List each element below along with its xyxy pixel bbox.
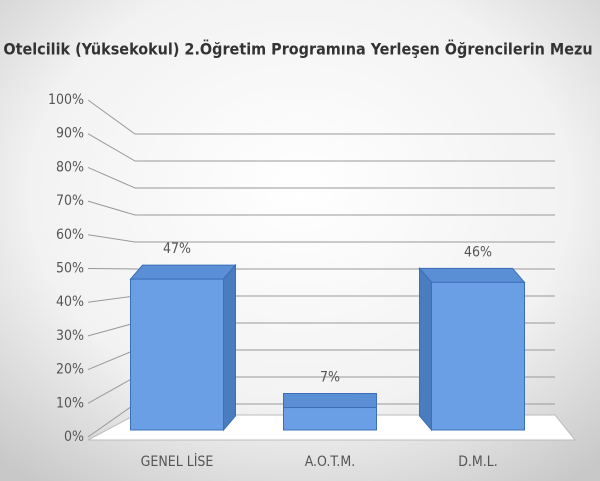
bar-top (283, 393, 377, 409)
bar-side (419, 266, 432, 432)
y-tick-label: 10% (56, 395, 84, 411)
y-tick-label: 60% (56, 227, 84, 243)
x-tick-label: GENEL LİSE (141, 452, 214, 470)
grid-line (87, 200, 555, 216)
chart-title: Otelcilik (Yüksekokul) 2.Öğretim Program… (3, 40, 592, 59)
grid-line (87, 99, 555, 135)
y-tick-label: 30% (56, 328, 84, 344)
y-tick-label: 0% (64, 429, 84, 445)
bar (129, 263, 237, 432)
grid-line (87, 133, 555, 162)
bar (283, 393, 377, 431)
bar-front (431, 281, 525, 431)
bar-front (283, 407, 377, 431)
value-label: 7% (320, 370, 340, 386)
y-tick-label: 80% (56, 159, 84, 175)
bar-front (130, 278, 224, 431)
y-tick-label: 50% (56, 261, 84, 277)
grid-line (87, 234, 555, 243)
y-tick-label: 40% (56, 294, 84, 310)
bar-side (223, 263, 236, 432)
y-tick-label: 20% (56, 362, 84, 378)
grid-line (87, 268, 555, 270)
bar (418, 266, 526, 432)
value-label: 47% (163, 241, 191, 257)
y-tick-label: 100% (48, 92, 84, 108)
grid-line (87, 166, 555, 189)
x-tick-label: A.O.T.M. (305, 454, 356, 470)
y-tick-label: 90% (56, 126, 84, 142)
bar-top (418, 267, 526, 283)
x-tick-label: D.M.L. (458, 454, 498, 470)
bar-top (129, 264, 237, 280)
y-tick-label: 70% (56, 193, 84, 209)
value-label: 46% (464, 244, 492, 260)
